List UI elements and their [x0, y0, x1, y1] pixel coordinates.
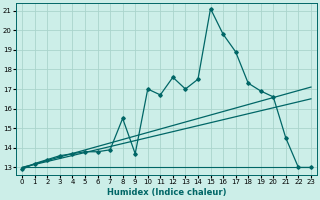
X-axis label: Humidex (Indice chaleur): Humidex (Indice chaleur): [107, 188, 226, 197]
